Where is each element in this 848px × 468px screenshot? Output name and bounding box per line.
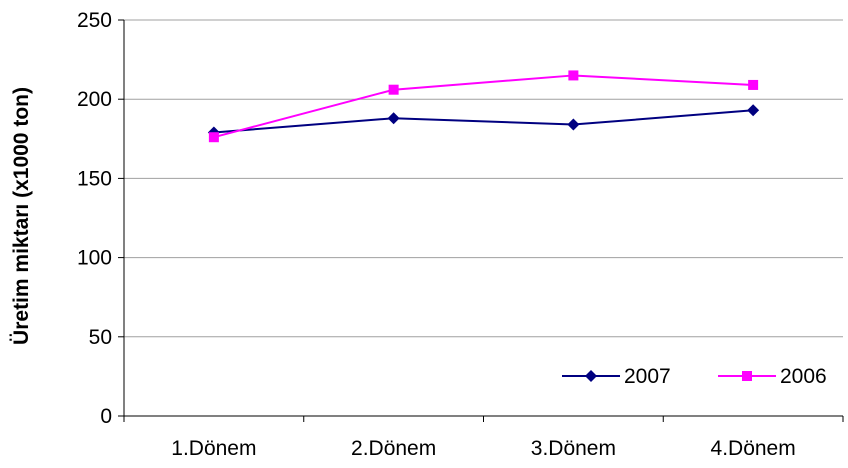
y-tick-label: 0 <box>100 405 112 428</box>
series-2006 <box>208 70 759 143</box>
data-point-2007 <box>387 112 400 125</box>
x-tick-labels: 1.Dönem 2.Dönem 3.Dönem 4.Dönem <box>171 437 795 460</box>
y-tick-label: 250 <box>77 9 112 32</box>
y-tick-labels: 0 50 100 150 200 250 <box>77 9 112 428</box>
x-tick-label: 1.Dönem <box>171 437 256 460</box>
data-point-2006 <box>208 132 219 143</box>
series-line-2007 <box>213 109 754 134</box>
y-tick-label: 100 <box>77 247 112 270</box>
y-tick-label: 50 <box>89 326 112 349</box>
legend-label-2007: 2007 <box>624 365 671 388</box>
data-point-2006 <box>388 84 399 95</box>
series-line-2006 <box>213 74 754 139</box>
y-tick-label: 200 <box>77 88 112 111</box>
data-point-2006 <box>748 79 759 90</box>
x-tick-label: 3.Dönem <box>531 437 616 460</box>
legend-marker-2007 <box>585 370 597 382</box>
legend: 2007 2006 <box>562 365 827 388</box>
x-tick-label: 2.Dönem <box>351 437 436 460</box>
legend-marker-2006 <box>742 371 752 381</box>
x-tick-label: 4.Dönem <box>711 437 796 460</box>
y-axis-label: Üretim miktarı (x1000 ton) <box>10 87 33 345</box>
gridlines <box>124 19 843 338</box>
y-tick-label: 150 <box>77 167 112 190</box>
legend-label-2006: 2006 <box>780 365 827 388</box>
data-point-2007 <box>747 104 760 117</box>
axes <box>118 19 844 422</box>
data-point-2007 <box>567 118 580 131</box>
series-2007 <box>207 104 760 139</box>
data-point-2006 <box>568 70 579 81</box>
series-group <box>207 70 760 143</box>
